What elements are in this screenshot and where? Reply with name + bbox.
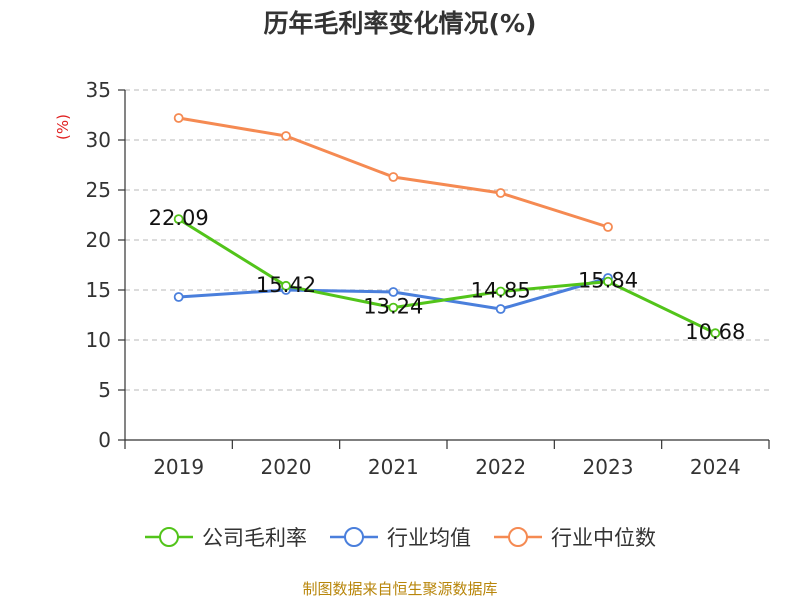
data-point [495, 304, 506, 314]
legend-label: 行业均值 [387, 526, 471, 550]
legend-marker-icon [494, 527, 542, 547]
grid-lines [125, 89, 769, 391]
chart-title: 历年毛利率变化情况(%) [263, 9, 537, 38]
series-group [173, 113, 721, 339]
data-point [173, 113, 184, 123]
source-footer: 制图数据来自恒生聚源数据库 [302, 580, 498, 598]
series-line [177, 217, 716, 335]
data-point [603, 276, 613, 287]
x-tick-label: 2024 [690, 455, 741, 479]
data-point [281, 131, 291, 141]
data-point [495, 188, 506, 198]
data-label: 13.24 [363, 295, 423, 319]
data-point [173, 214, 184, 225]
x-tick-label: 2023 [583, 455, 634, 479]
legend-label: 公司毛利率 [202, 526, 307, 550]
y-tick-label: 30 [86, 128, 111, 152]
legend-label: 行业中位数 [551, 526, 656, 550]
y-tick-label: 10 [86, 328, 111, 352]
data-point [388, 302, 399, 313]
x-tick-label: 2019 [153, 455, 204, 479]
y-tick-label: 35 [86, 78, 111, 102]
x-tick-label: 2021 [368, 455, 419, 479]
data-point [388, 287, 399, 297]
data-label: 10.68 [685, 320, 745, 344]
data-labels: 22.09 15.42 13.24 14.85 15.84 10.68 [149, 206, 746, 344]
axes: 0 5 10 15 20 25 30 35 (%) 2019 2020 2021 2022 2023 202… [54, 78, 770, 479]
y-tick-label: 25 [86, 178, 111, 202]
data-label: 15.84 [578, 269, 638, 293]
legend-item[interactable]: 行业均值 [329, 522, 471, 552]
legend-item[interactable]: 公司毛利率 [144, 522, 307, 552]
y-tick-label: 5 [98, 378, 111, 402]
data-label: 22.09 [149, 206, 209, 230]
y-tick-label: 0 [98, 428, 111, 452]
x-tick-label: 2020 [261, 455, 312, 479]
data-point [173, 292, 184, 302]
y-axis-unit-label: (%) [54, 114, 72, 140]
x-tick-label: 2022 [475, 455, 526, 479]
legend-marker-icon [330, 527, 378, 547]
legend: 公司毛利率 行业均值 行业中位数 [0, 520, 800, 554]
legend-marker-icon [145, 527, 193, 547]
data-point [495, 286, 506, 297]
data-point [710, 328, 721, 339]
legend-item[interactable]: 行业中位数 [493, 522, 656, 552]
data-label: 15.42 [256, 273, 316, 297]
y-tick-label: 15 [86, 278, 111, 302]
data-point [281, 280, 291, 291]
data-point [388, 172, 399, 182]
y-tick-label: 20 [86, 228, 111, 252]
data-label: 14.85 [471, 279, 531, 303]
data-point [603, 222, 613, 232]
